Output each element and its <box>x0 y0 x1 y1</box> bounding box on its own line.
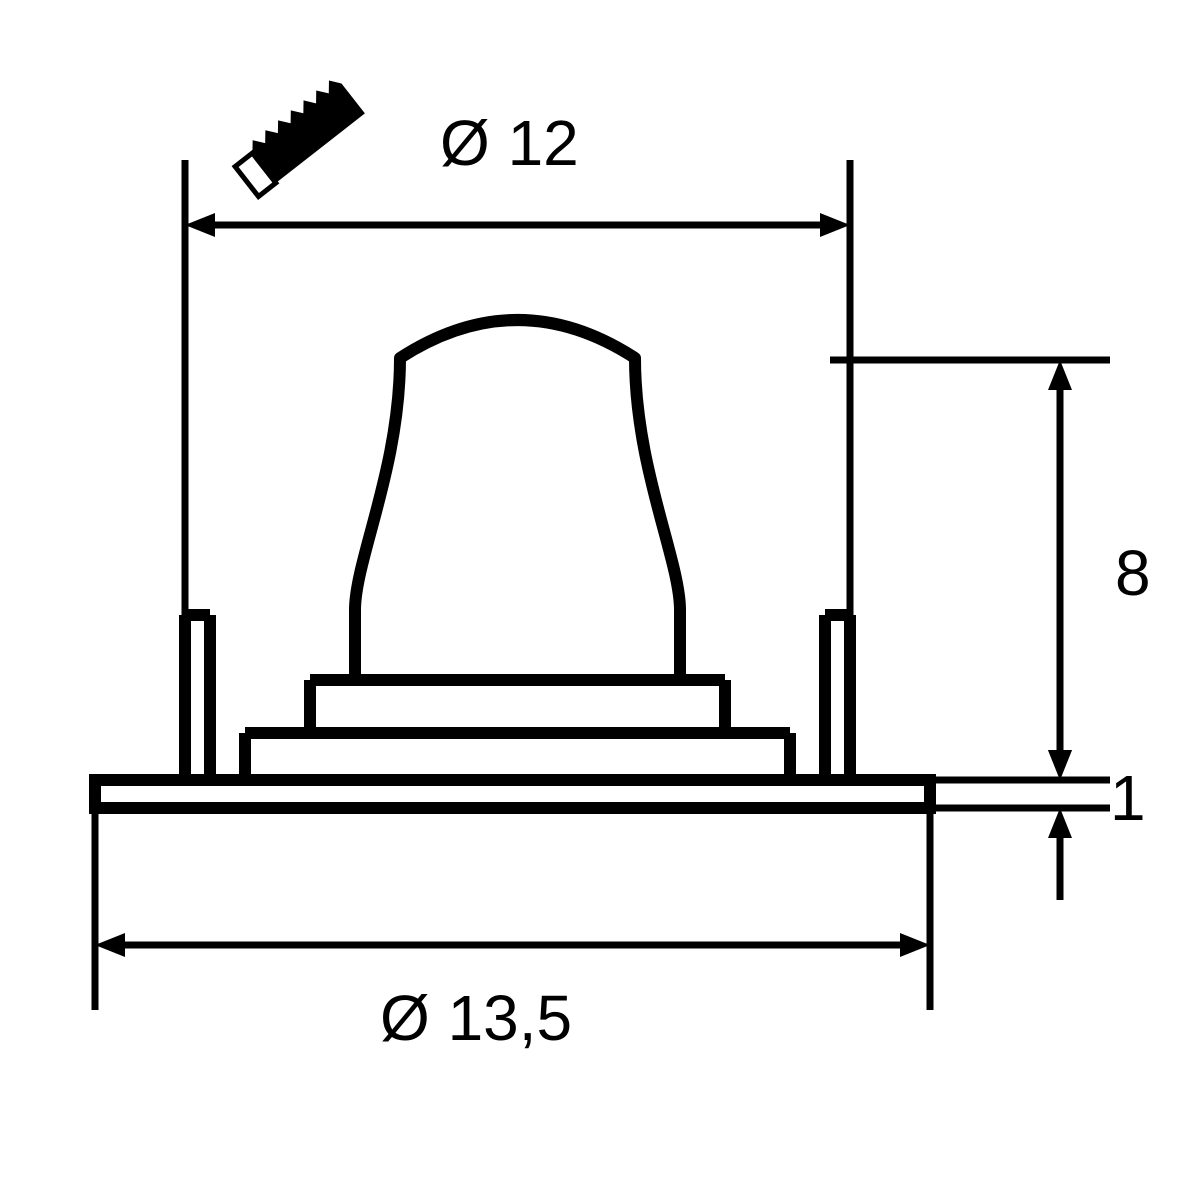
label-height: 8 <box>1115 537 1151 609</box>
label-flange: 1 <box>1110 762 1146 834</box>
technical-drawing: Ø 12 Ø 13,5 8 1 <box>0 0 1200 1200</box>
label-overall: Ø 13,5 <box>380 982 572 1054</box>
dimension-flange <box>890 680 1110 900</box>
dimension-cutout <box>185 160 850 780</box>
label-cutout: Ø 12 <box>440 107 579 179</box>
dimension-overall <box>95 790 930 1010</box>
saw-icon <box>229 76 365 197</box>
fixture-profile <box>95 320 930 808</box>
dimension-height <box>830 360 1110 780</box>
